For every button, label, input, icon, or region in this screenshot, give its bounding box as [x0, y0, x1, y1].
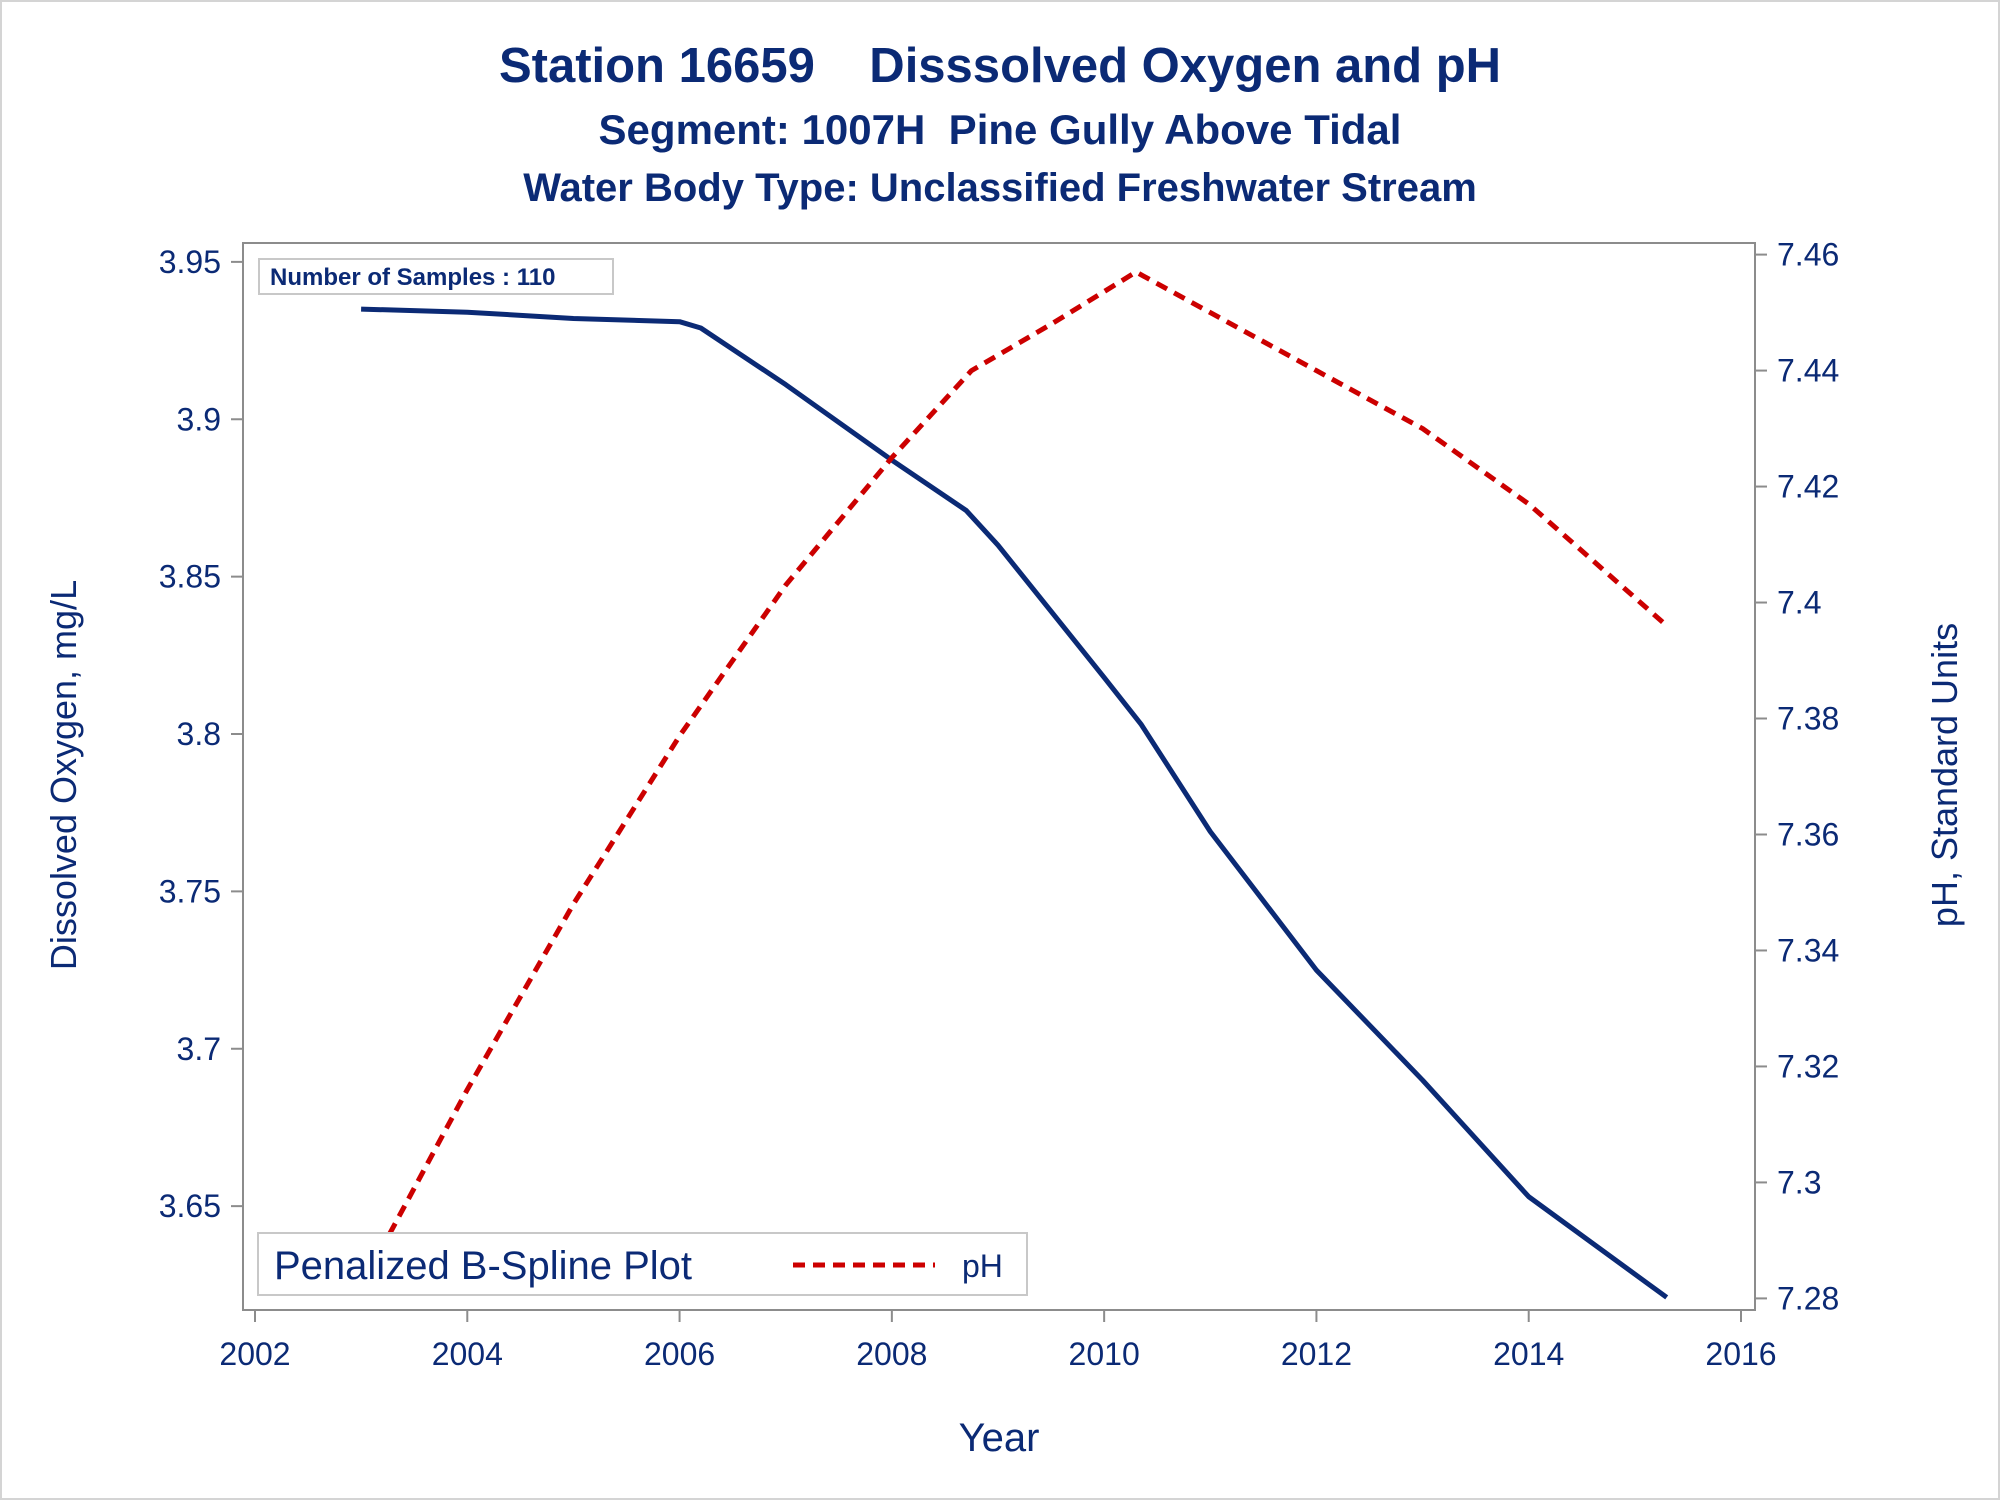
annotation-box: [258, 258, 614, 295]
y-right-tick-label: 7.44: [1777, 353, 1839, 389]
y-left-tick-label: 3.75: [159, 873, 221, 909]
legend-title: Penalized B-Spline Plot: [274, 1244, 692, 1288]
y-axis-left: 3.65 3.7 3.75 3.8 3.85 3.9 3.95: [159, 244, 243, 1224]
x-tick-label: 2006: [644, 1336, 715, 1372]
y-axis-right: 7.28 7.3 7.32 7.34 7.36 7.38 7.4 7.42 7.44 7.46: [1755, 237, 1839, 1316]
y-left-tick-label: 3.9: [177, 401, 221, 437]
series-line-do: [361, 306, 1669, 1300]
y-right-tick-label: 7.34: [1777, 932, 1839, 968]
y-right-tick-label: 7.28: [1777, 1280, 1839, 1316]
y-right-tick-label: 7.42: [1777, 469, 1839, 505]
y-left-tick-label: 3.85: [159, 559, 221, 595]
series-line-ph: [358, 269, 1669, 1288]
y-left-tick-label: 3.8: [177, 716, 221, 752]
y-left-tick-label: 3.7: [177, 1031, 221, 1067]
y-left-tick-label: 3.95: [159, 244, 221, 280]
x-tick-label: 2012: [1281, 1336, 1352, 1372]
series-layer: [358, 269, 1669, 1300]
x-axis-label: Year: [959, 1416, 1040, 1460]
x-tick-label: 2010: [1069, 1336, 1140, 1372]
plot-area: [242, 242, 1756, 1311]
chart-title: Station 16659 Disssolved Oxygen and pH: [498, 39, 1502, 93]
chart-subtitle: Segment: 1007H Pine Gully Above Tidal: [598, 106, 1402, 153]
chart-subtitle-2: Water Body Type: Unclassified Freshwater…: [523, 166, 1477, 210]
x-tick-label: 2008: [856, 1336, 927, 1372]
x-tick-label: 2002: [219, 1336, 290, 1372]
y-right-tick-label: 7.3: [1777, 1164, 1821, 1200]
sample-count-annotation: Number of Samples : 110: [258, 258, 614, 295]
legend: Penalized B-Spline Plot pH: [257, 1232, 1028, 1296]
y-left-tick-label: 3.65: [159, 1188, 221, 1224]
x-tick-label: 2004: [432, 1336, 503, 1372]
legend-entry-ph: pH: [962, 1248, 1003, 1284]
y-right-tick-label: 7.36: [1777, 816, 1839, 852]
annotation-text: Number of Samples : 110: [270, 264, 555, 291]
x-tick-label: 2014: [1493, 1336, 1564, 1372]
y-right-tick-label: 7.46: [1777, 237, 1839, 273]
y-right-tick-label: 7.32: [1777, 1048, 1839, 1084]
y-axis-label-right: pH, Standard Units: [1924, 623, 1965, 927]
y-axis-label-left: Dissolved Oxygen, mg/L: [43, 580, 84, 970]
x-axis: 2002 2004 2006 2008 2010 2012 2014 2016: [219, 1310, 1777, 1372]
y-right-tick-label: 7.38: [1777, 701, 1839, 737]
y-right-tick-label: 7.4: [1777, 585, 1821, 621]
x-tick-label: 2016: [1705, 1336, 1776, 1372]
